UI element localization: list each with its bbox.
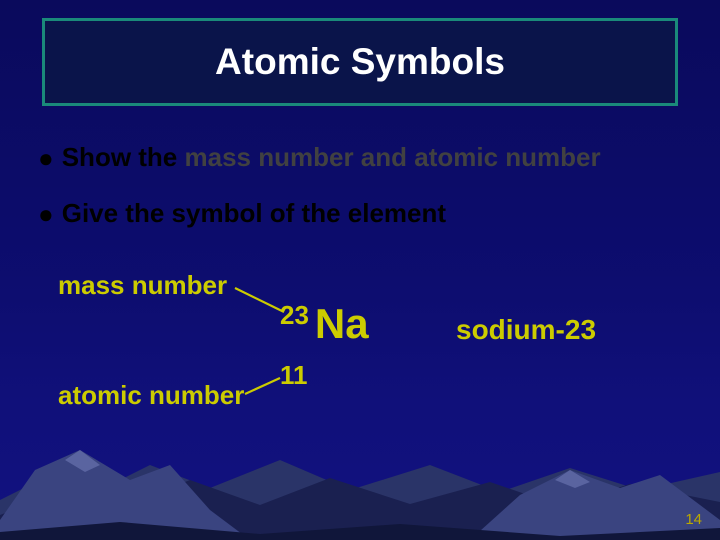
title-box: Atomic Symbols	[42, 18, 678, 106]
bullet-1-text: Show the mass number and atomic number	[62, 142, 601, 173]
slide: Atomic Symbols ● Show the mass number an…	[0, 0, 720, 540]
bullet-2: ● Give the symbol of the element	[38, 198, 446, 229]
atomic-number-label: atomic number	[58, 380, 244, 411]
bullet-2-text: Give the symbol of the element	[62, 198, 446, 229]
mass-number-label: mass number	[58, 270, 227, 301]
slide-title: Atomic Symbols	[215, 41, 505, 83]
mass-number-value: 23	[280, 300, 309, 331]
element-symbol-block: 23 Na	[280, 300, 369, 348]
bullet-icon: ●	[38, 145, 54, 171]
isotope-name: sodium-23	[456, 314, 596, 346]
bullet-1: ● Show the mass number and atomic number	[38, 142, 601, 173]
bullet-icon: ●	[38, 201, 54, 227]
mountain-background	[0, 410, 720, 540]
element-symbol: Na	[315, 300, 369, 348]
atomic-number-value: 11	[280, 360, 308, 391]
page-number: 14	[685, 511, 702, 528]
